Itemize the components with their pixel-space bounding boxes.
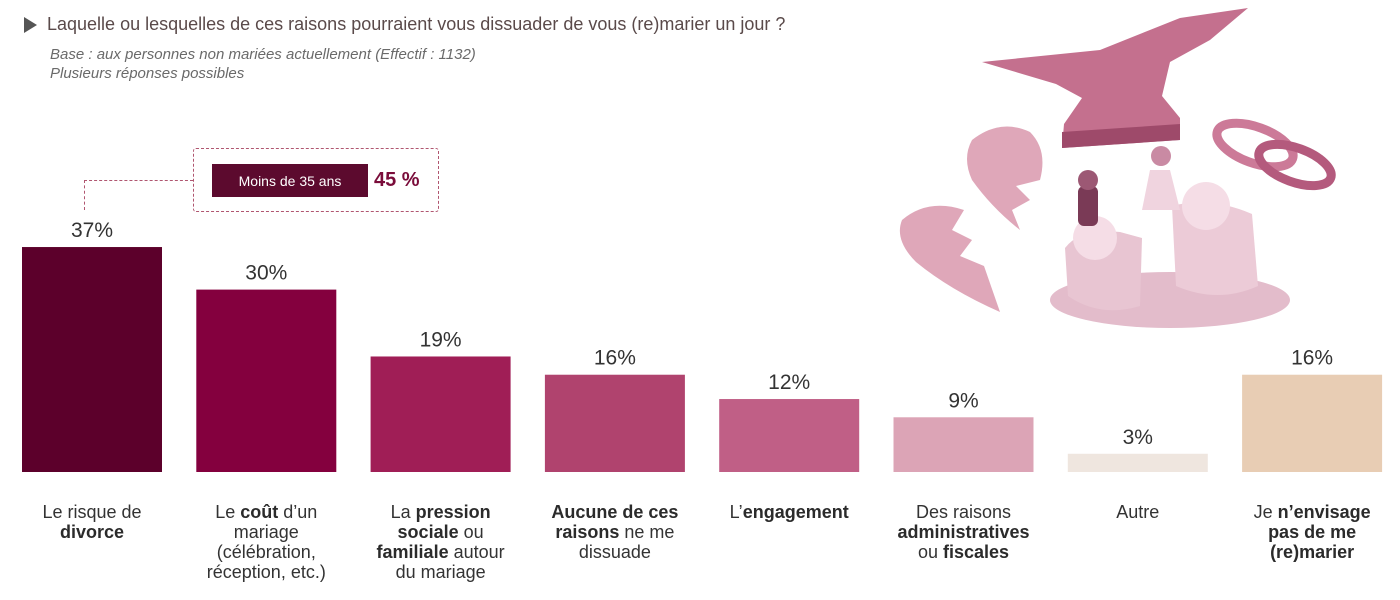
bar-2 [196, 289, 337, 472]
value-label-6: 9% [948, 389, 978, 412]
bar-3 [370, 356, 511, 472]
category-label-7: Autre [1116, 502, 1160, 522]
bar-6 [893, 417, 1034, 472]
category-label-2: Le coût d’un mariage (célébration, récep… [206, 502, 326, 582]
value-label-2: 30% [245, 262, 287, 285]
callout-tag: Moins de 35 ans [212, 164, 368, 197]
category-label-4: Aucune de ces raisons ne me dissuade [551, 502, 679, 562]
play-triangle-icon [24, 16, 37, 33]
callout-value: 45 % [374, 169, 420, 191]
bar-8 [1242, 374, 1383, 472]
subtitle: Base : aux personnes non mariées actuell… [50, 45, 476, 83]
bar-4 [544, 374, 685, 472]
value-label-4: 16% [594, 347, 636, 370]
category-label-1: Le risque de divorce [42, 502, 142, 542]
callout-connector [84, 180, 193, 210]
anvil-icon [982, 8, 1248, 148]
chart-title: Laquelle ou lesquelles de ces raisons po… [24, 14, 785, 35]
bar-5 [719, 399, 860, 472]
category-label-5: L’engagement [729, 502, 849, 522]
base-note: Base : aux personnes non mariées actuell… [50, 46, 476, 63]
illustration [899, 8, 1336, 328]
multiple-answers-note: Plusieurs réponses possibles [50, 65, 245, 82]
wedding-rings-icon [1212, 118, 1336, 191]
category-label-3: La pression sociale ou familiale autour … [376, 502, 505, 582]
category-label-8: Je n’envisage pas de me (re)marier [1253, 502, 1371, 562]
callout-box: Moins de 35 ans 45 % [193, 148, 439, 212]
value-label-8: 16% [1291, 347, 1333, 370]
category-label-6: Des raisons administratives ou fiscales [897, 502, 1030, 562]
value-label-1: 37% [71, 219, 113, 242]
value-label-3: 19% [420, 328, 462, 351]
question-text: Laquelle ou lesquelles de ces raisons po… [47, 14, 786, 34]
value-label-5: 12% [768, 371, 810, 394]
broken-heart-icon [899, 126, 1043, 312]
bar-7 [1067, 453, 1208, 472]
value-label-7: 3% [1123, 426, 1153, 449]
bar-1 [22, 247, 162, 472]
wedding-cake-icon [1050, 146, 1290, 328]
